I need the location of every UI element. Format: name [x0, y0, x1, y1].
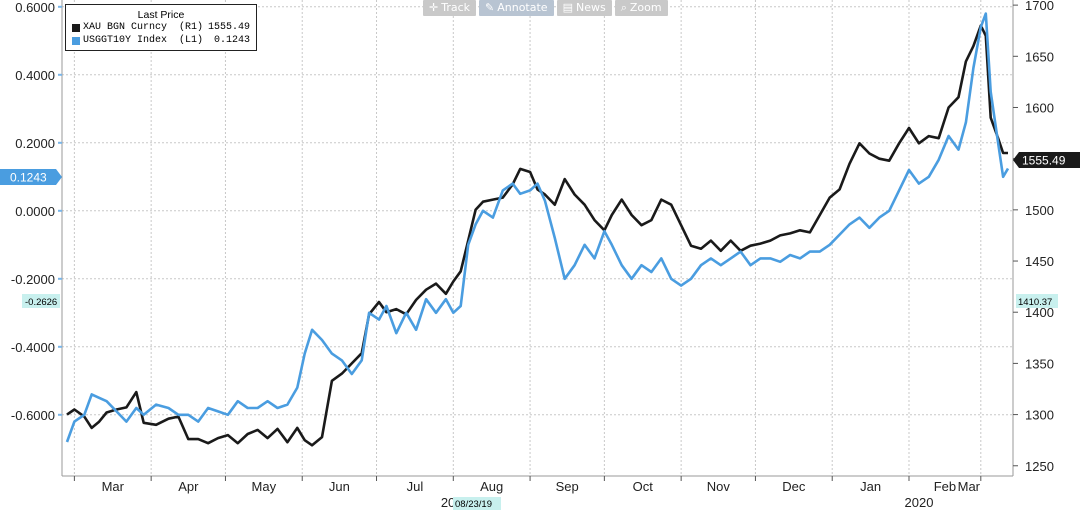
chart-toolbar: ✛ Track ✎ Annotate ▤ News ⌕ Zoom — [423, 0, 668, 17]
left-tick-label: -0.4000 — [11, 340, 55, 355]
right-tick-label: 1450 — [1025, 254, 1054, 269]
x-tick-label: Jun — [329, 479, 350, 494]
legend-series-value: 1555.49 — [207, 22, 250, 33]
x-tick-label: Dec — [782, 479, 806, 494]
right-current-value: 1555.49 — [1022, 154, 1066, 168]
left-tick-label: 0.2000 — [15, 136, 55, 151]
chart-legend: Last Price XAU BGN Curncy (R1) 1555.49 U… — [65, 4, 257, 51]
legend-entry-gold: XAU BGN Curncy (R1) 1555.49 — [66, 21, 256, 34]
legend-entry-tips: USGGT10Y Index (L1) 0.1243 — [66, 34, 256, 47]
right-current-marker — [1013, 152, 1080, 168]
left-tick-label: -0.2000 — [11, 272, 55, 287]
right-tick-label: 1600 — [1025, 100, 1054, 115]
news-icon: ▤ — [562, 1, 573, 14]
right-tick-label: 1250 — [1025, 459, 1054, 474]
legend-series-value: 0.1243 — [213, 35, 250, 46]
x-tick-label: May — [252, 479, 277, 494]
crosshair-icon: ✛ — [429, 1, 439, 14]
right-tick-label: 1300 — [1025, 408, 1054, 423]
x-tick-label: Mar — [102, 479, 125, 494]
right-tick-label: 1500 — [1025, 203, 1054, 218]
x-tick-label: Nov — [707, 479, 731, 494]
annotate-button[interactable]: ✎ Annotate — [479, 0, 554, 16]
left-low-value: -0.2626 — [25, 297, 57, 308]
series-line-tips-yield — [65, 12, 1010, 443]
right-low-value: 1410.37 — [1018, 297, 1052, 308]
x-tick-label: Jul — [407, 479, 424, 494]
news-button[interactable]: ▤ News — [556, 0, 612, 16]
right-tick-label: 1700 — [1025, 0, 1054, 13]
x-tick-label: Jan — [860, 479, 881, 494]
left-tick-label: -0.6000 — [11, 408, 55, 423]
right-tick-label: 1650 — [1025, 49, 1054, 64]
x-date-tag — [453, 497, 501, 510]
x-tick-label: Aug — [480, 479, 503, 494]
track-button[interactable]: ✛ Track — [423, 0, 477, 16]
legend-swatch-gold — [72, 23, 80, 32]
left-current-value: 0.1243 — [10, 171, 47, 185]
magnifier-icon: ⌕ — [620, 1, 627, 14]
legend-swatch-tips — [72, 36, 80, 45]
left-low-tag — [22, 294, 60, 308]
x-tick-label: Sep — [556, 479, 579, 494]
right-tick-label: 1350 — [1025, 356, 1054, 371]
legend-series-name: USGGT10Y Index (L1) — [83, 35, 204, 46]
right-low-tag — [1016, 294, 1058, 308]
left-tick-label: 0.0000 — [15, 204, 55, 219]
left-tick-label: 0.4000 — [15, 68, 55, 83]
left-tick-label: 0.6000 — [15, 0, 55, 15]
left-current-marker — [0, 169, 62, 185]
series-line-gold-price — [66, 24, 1008, 447]
year-label: 2020 — [905, 495, 934, 510]
x-tick-label: Mar — [958, 479, 981, 494]
x-date-value: 08/23/19 — [455, 499, 492, 510]
legend-series-name: XAU BGN Curncy (R1) — [83, 22, 204, 33]
right-tick-label: 1400 — [1025, 305, 1054, 320]
x-tick-label: Apr — [178, 479, 199, 494]
x-tick-label: Feb — [934, 479, 956, 494]
pencil-icon: ✎ — [485, 1, 495, 14]
x-tick-label: Oct — [633, 479, 654, 494]
zoom-button[interactable]: ⌕ Zoom — [614, 0, 668, 16]
legend-title: Last Price — [137, 9, 185, 21]
